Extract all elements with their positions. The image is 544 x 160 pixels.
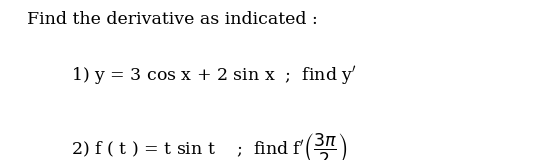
Text: Find the derivative as indicated :: Find the derivative as indicated : bbox=[27, 11, 318, 28]
Text: 2) f ( t ) = t sin t    ;  find f$'\left(\dfrac{3\pi}{2}\right)$: 2) f ( t ) = t sin t ; find f$'\left(\df… bbox=[71, 131, 347, 160]
Text: 1) y = 3 cos x + 2 sin x  ;  find y$'$: 1) y = 3 cos x + 2 sin x ; find y$'$ bbox=[71, 64, 357, 87]
